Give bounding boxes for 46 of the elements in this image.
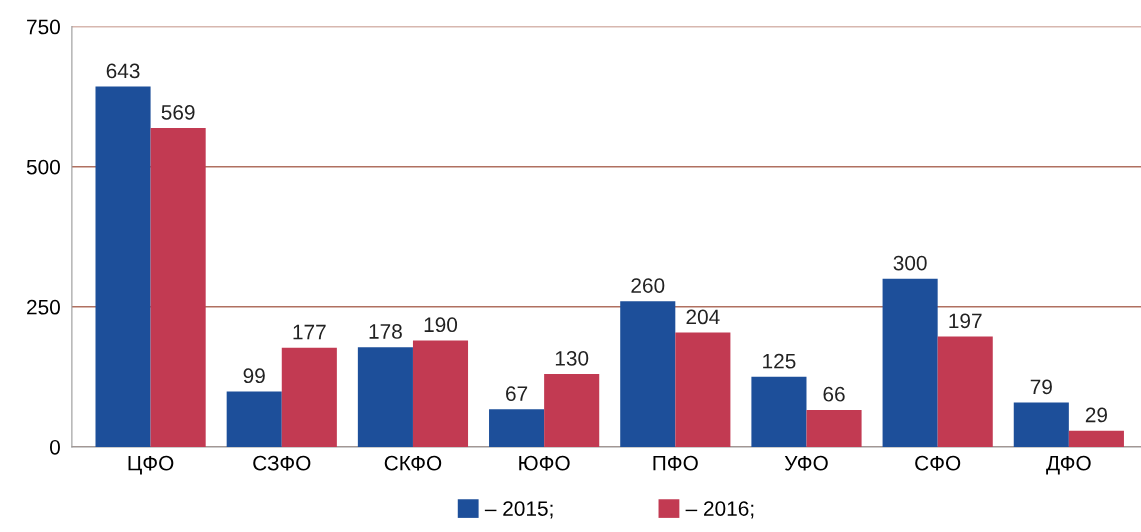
data-label: 125: [763, 353, 796, 369]
bar: [281, 347, 337, 447]
x-tick-label: СКФО: [384, 455, 442, 471]
bar: [544, 374, 600, 447]
x-tick-label: ДФО: [1046, 455, 1091, 475]
data-label: 300: [893, 255, 927, 271]
data-label: 79: [1030, 379, 1052, 395]
y-tick-label: 0: [50, 439, 60, 455]
bar: [620, 301, 676, 447]
data-label: 643: [106, 63, 140, 79]
y-tick-label: 750: [27, 19, 60, 35]
bar: [1013, 402, 1069, 447]
data-label: 66: [823, 386, 845, 402]
bar: [806, 409, 862, 447]
data-label: 99: [243, 368, 265, 384]
bar: [150, 128, 206, 447]
data-label: 197: [949, 313, 982, 329]
bar: [751, 376, 807, 447]
bar: [882, 278, 938, 447]
bar: [1068, 430, 1124, 447]
bar: [675, 332, 731, 447]
bar: [412, 340, 469, 447]
data-label: 67: [506, 386, 528, 402]
x-tick-label: ЮФО: [519, 455, 570, 471]
bar: [95, 86, 151, 447]
bar: [489, 409, 545, 447]
data-label: 29: [1085, 407, 1107, 423]
data-label: 130: [555, 350, 589, 366]
data-label: 204: [686, 309, 720, 325]
data-label: 178: [369, 324, 402, 339]
data-label: 177: [293, 324, 326, 340]
legend-label: – 2015;: [484, 501, 553, 519]
x-tick-label: УФО: [784, 455, 828, 471]
y-tick-label: 500: [26, 159, 60, 175]
x-tick-label: ПФО: [653, 455, 698, 471]
data-label: 260: [631, 278, 665, 293]
data-label: 569: [161, 104, 195, 120]
data-label: 190: [424, 317, 458, 333]
x-tick-label: СЗФО: [253, 455, 311, 471]
y-tick-label: 250: [27, 299, 60, 315]
bar: [226, 391, 282, 447]
x-tick-label: ЦФО: [128, 455, 174, 475]
legend-label: – 2016;: [685, 501, 754, 519]
x-tick-label: СФО: [915, 455, 961, 471]
bar: [937, 336, 993, 447]
bar: [357, 347, 413, 447]
